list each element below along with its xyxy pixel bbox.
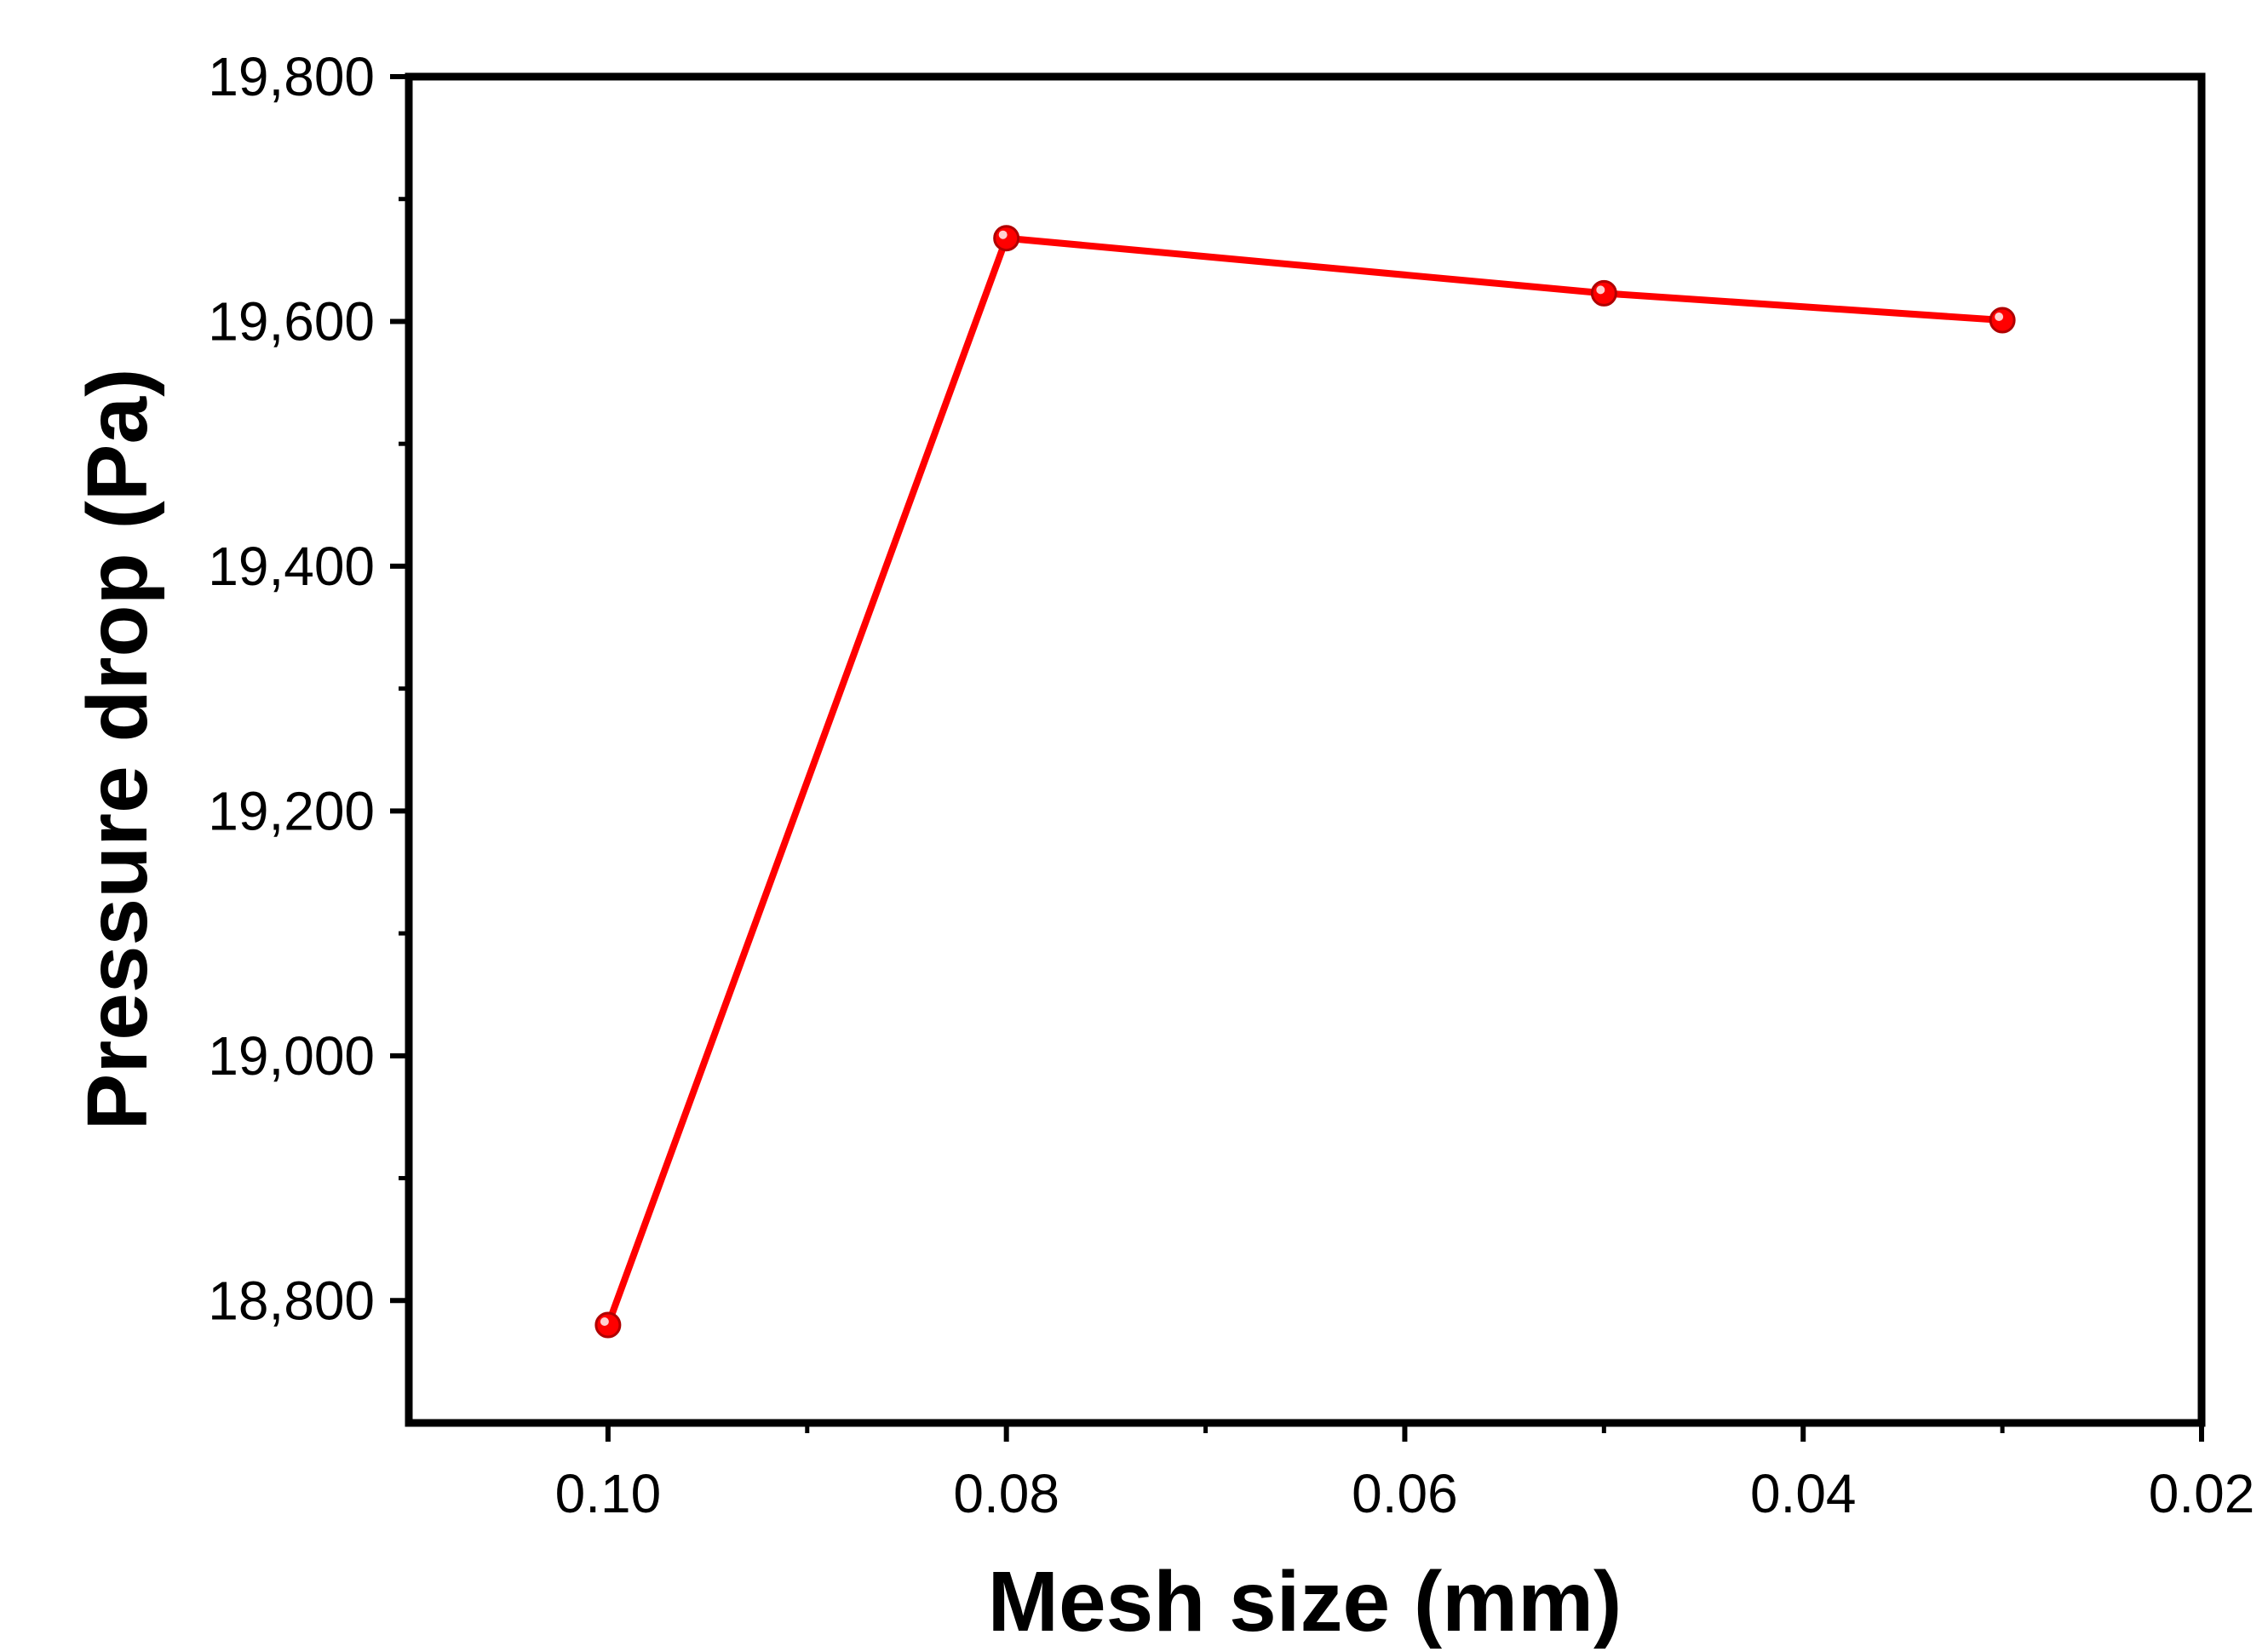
- y-tick-label: 19,800: [208, 46, 375, 107]
- y-axis-title: Pressure drop (Pa): [70, 369, 165, 1131]
- y-tick-label: 19,400: [208, 536, 375, 597]
- x-axis-title: Mesh size (mm): [988, 1554, 1622, 1649]
- y-tick-labels: 18,800 19,000 19,200 19,400 19,600 19,800: [208, 46, 375, 1331]
- x-tick-label: 0.02: [2149, 1463, 2255, 1524]
- data-point-highlight: [1596, 285, 1605, 295]
- data-point: [1590, 279, 1617, 307]
- data-point-highlight: [600, 1317, 609, 1327]
- y-tick-label: 18,800: [208, 1270, 375, 1331]
- y-tick-label: 19,200: [208, 780, 375, 841]
- data-point: [594, 1311, 622, 1339]
- data-point-highlight: [998, 230, 1008, 239]
- x-tick-labels: 0.10 0.08 0.06 0.04 0.02: [555, 1463, 2255, 1524]
- data-point-highlight: [1995, 313, 2004, 322]
- y-tick-label: 19,600: [208, 290, 375, 352]
- x-tick-label: 0.04: [1750, 1463, 1857, 1524]
- series-line: [605, 234, 2003, 1327]
- y-tick-label: 19,000: [208, 1025, 375, 1087]
- data-point: [993, 225, 1020, 252]
- series-layer: [594, 225, 2016, 1339]
- x-tick-label: 0.06: [1352, 1463, 1458, 1524]
- plot-frame: [405, 72, 2206, 1427]
- x-tick-label: 0.08: [953, 1463, 1059, 1524]
- x-tick-label: 0.10: [555, 1463, 662, 1524]
- data-point: [1989, 307, 2016, 334]
